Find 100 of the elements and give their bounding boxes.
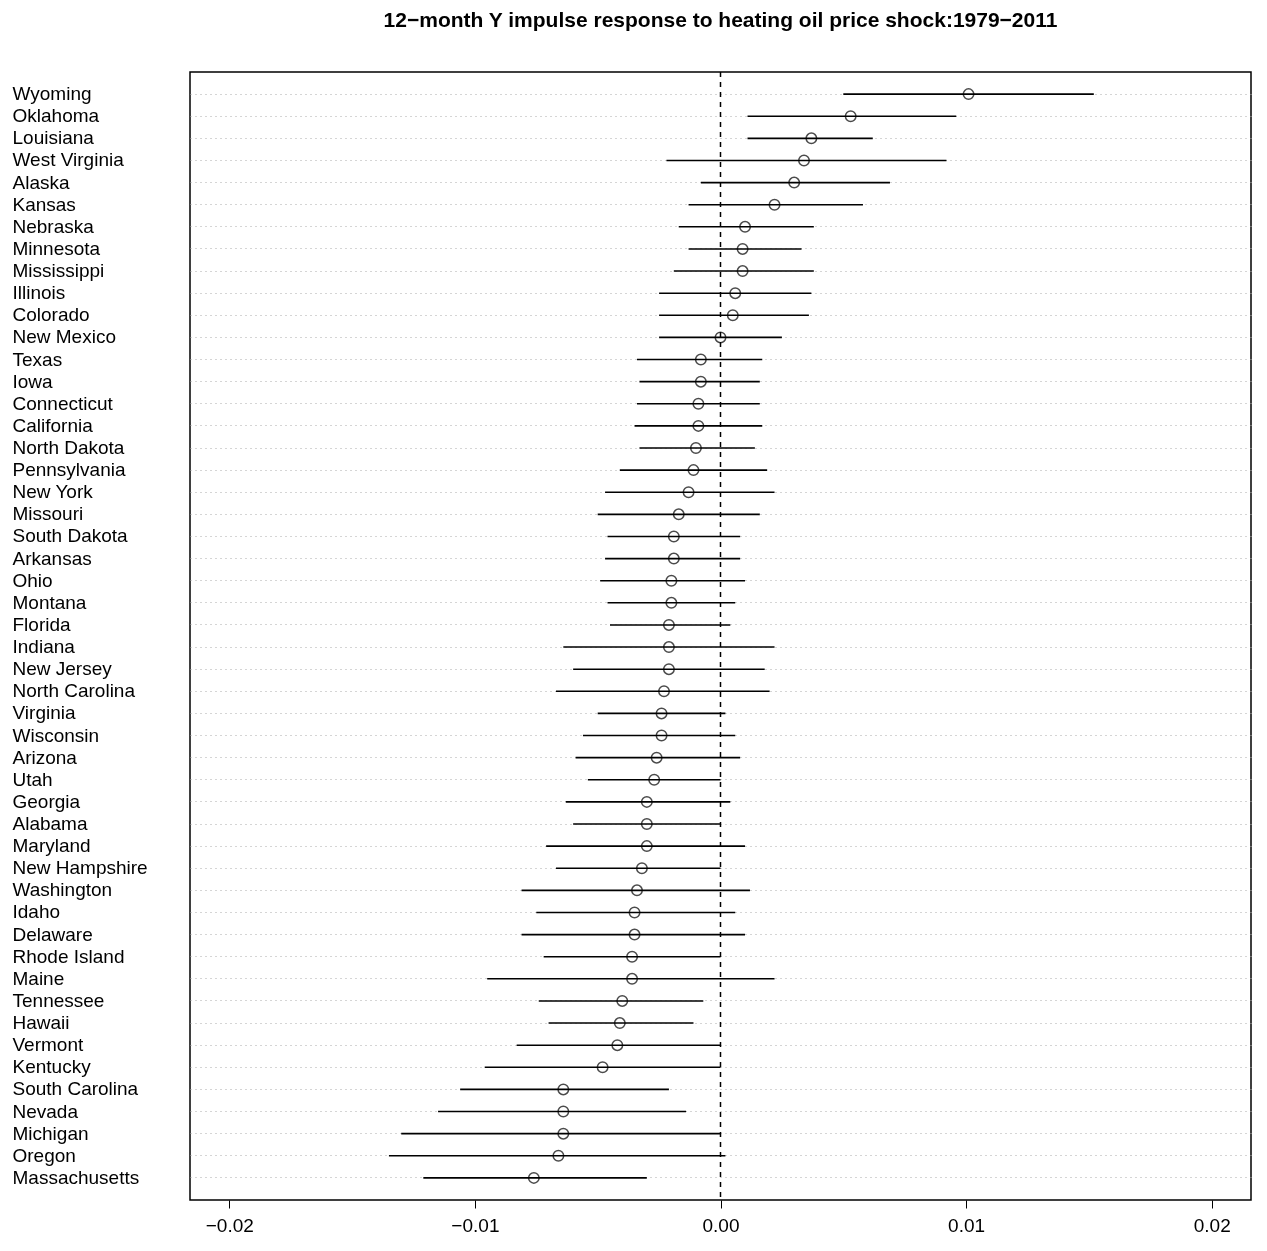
point [655,729,668,742]
point [662,641,675,654]
y-tick-label: Wyoming [12,83,92,105]
point [962,88,975,101]
point [692,397,705,410]
y-tick-label: South Carolina [12,1078,139,1100]
point [844,110,857,123]
y-tick-label: Michigan [12,1122,89,1144]
y-tick-label: Arizona [12,746,78,768]
y-tick-label: Iowa [12,370,54,392]
point [798,154,810,167]
y-tick-label: Nevada [12,1100,79,1122]
point [687,464,700,477]
y-tick-label: Idaho [12,901,61,923]
y-tick-label: Missouri [12,503,84,525]
point [631,884,643,897]
point [596,1061,609,1074]
y-tick-label: Illinois [12,282,66,304]
y-tick-label: Florida [12,613,72,635]
y-tick-label: Texas [12,348,63,370]
point [692,419,705,432]
point [635,862,648,875]
point [768,198,781,211]
y-tick-label: Oregon [12,1144,76,1166]
y-tick-label: Colorado [12,304,90,326]
y-tick-label: Kansas [12,193,76,215]
point [729,287,742,300]
point [736,242,749,255]
point [662,663,675,676]
y-tick-label: Alaska [12,171,70,193]
y-tick-label: New Hampshire [12,857,148,879]
y-tick-label: North Carolina [12,680,136,702]
y-tick-label: Minnesota [12,237,101,259]
y-tick-label: Montana [12,591,87,613]
point [552,1149,565,1162]
point [714,331,727,344]
point [689,442,702,454]
y-tick-label: Nebraska [12,215,95,237]
point [648,773,661,786]
y-tick-label: Virginia [12,702,76,724]
point [739,220,752,233]
y-tick-label: North Dakota [12,437,125,458]
y-tick-label: Alabama [12,813,88,834]
point [640,818,653,830]
point [628,928,641,941]
y-tick-label: Georgia [12,790,81,812]
point [626,972,639,985]
point [640,840,653,853]
x-tick-label: −0.02 [205,1214,254,1236]
point [626,950,639,963]
x-tick-label: 0.02 [1193,1214,1231,1236]
y-tick-label: Louisiana [12,127,95,149]
y-tick-label: Maine [12,967,65,989]
point [557,1105,570,1118]
point [611,1039,624,1052]
point [665,596,678,609]
x-tick-label: −0.01 [451,1214,500,1236]
y-tick-label: Pennsylvania [12,459,126,481]
point [613,1017,626,1030]
point [557,1083,570,1096]
point [640,795,653,808]
y-tick-label: Washington [12,879,113,901]
point [655,707,668,720]
point [665,574,678,587]
x-tick-label: 0.00 [702,1214,740,1236]
point [682,486,695,499]
point [667,552,680,565]
point [557,1127,570,1140]
y-tick-label: Rhode Island [12,945,125,967]
point [788,176,801,189]
point [726,309,739,322]
y-tick-label: Oklahoma [12,105,100,127]
y-tick-label: West Virginia [12,149,125,171]
y-tick-label: Indiana [12,636,76,658]
y-tick-label: New Jersey [12,658,113,680]
chart-title: 12−month Y impulse response to heating oil price shock:1979−2011 [383,8,1058,32]
point [658,685,671,698]
y-tick-label: New York [12,481,94,503]
point [527,1171,540,1184]
point [616,994,629,1007]
y-tick-label: South Dakota [12,525,129,547]
y-tick-label: Maryland [12,835,91,857]
point [662,618,675,631]
y-tick-label: Delaware [12,923,93,945]
point [694,353,707,366]
y-tick-label: Kentucky [12,1056,92,1078]
y-tick-label: Tennessee [12,989,105,1011]
y-tick-label: Hawaii [12,1012,70,1034]
y-tick-label: Mississippi [12,260,105,282]
point [667,530,680,543]
y-tick-label: Massachusetts [12,1166,140,1188]
point [694,375,707,388]
point [628,906,641,919]
point [736,265,749,278]
y-tick-label: Ohio [12,569,53,591]
y-tick-label: New Mexico [12,326,116,348]
point [672,508,685,521]
point [805,132,818,145]
y-tick-label: Arkansas [12,547,92,569]
y-tick-label: Utah [12,768,53,790]
